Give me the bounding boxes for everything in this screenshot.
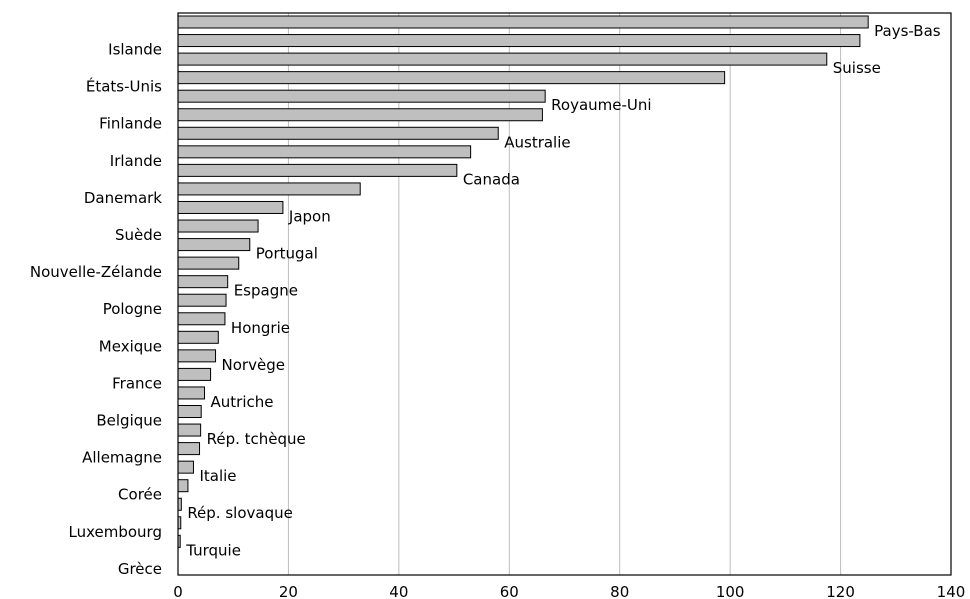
bar bbox=[177, 293, 227, 307]
x-tick-label: 120 bbox=[826, 583, 855, 599]
bar bbox=[177, 200, 284, 214]
category-label: Suisse bbox=[833, 59, 881, 77]
bar bbox=[177, 219, 259, 233]
category-label: Allemagne bbox=[82, 449, 162, 467]
bar bbox=[177, 275, 229, 289]
bar bbox=[177, 108, 543, 122]
category-label: Rép. slovaque bbox=[187, 504, 293, 522]
bar bbox=[177, 52, 828, 66]
category-label: Nouvelle-Zélande bbox=[30, 263, 162, 281]
bar bbox=[177, 163, 458, 177]
x-tick-label: 0 bbox=[173, 583, 183, 599]
bar bbox=[177, 479, 189, 493]
category-label: Royaume-Uni bbox=[551, 96, 651, 114]
category-label: Turquie bbox=[185, 541, 241, 559]
bar bbox=[177, 386, 206, 400]
category-label: Norvège bbox=[222, 356, 285, 374]
bar bbox=[177, 238, 251, 252]
bar bbox=[177, 145, 472, 159]
bar bbox=[177, 442, 201, 456]
x-tick-label: 100 bbox=[716, 583, 745, 599]
x-tick-label: 80 bbox=[610, 583, 629, 599]
category-label: Belgique bbox=[96, 412, 162, 430]
category-label: Espagne bbox=[234, 282, 298, 300]
x-tick-label: 140 bbox=[937, 583, 966, 599]
x-axis-ticks: 0 20 40 60 80 100 120 140 bbox=[173, 583, 965, 599]
bar bbox=[177, 89, 546, 103]
bar bbox=[177, 367, 212, 381]
category-label: Irlande bbox=[110, 152, 162, 170]
category-label: Mexique bbox=[99, 337, 162, 355]
bar bbox=[177, 182, 361, 196]
category-label: Grèce bbox=[118, 560, 162, 578]
category-label: États-Unis bbox=[86, 77, 162, 96]
bar bbox=[177, 15, 869, 29]
category-label: Hongrie bbox=[231, 319, 290, 337]
bar bbox=[177, 256, 240, 270]
bar bbox=[177, 126, 499, 140]
x-tick-label: 40 bbox=[389, 583, 408, 599]
category-label: Canada bbox=[463, 170, 520, 188]
bar bbox=[177, 312, 226, 326]
category-label: Italie bbox=[199, 467, 236, 485]
category-label: Suède bbox=[115, 226, 162, 244]
x-tick-label: 20 bbox=[279, 583, 298, 599]
bar bbox=[177, 460, 194, 474]
category-label: Rép. tchèque bbox=[207, 430, 306, 448]
category-label: Danemark bbox=[84, 189, 162, 207]
category-label: Pologne bbox=[103, 300, 162, 318]
plot-frame bbox=[177, 12, 952, 576]
category-label: Autriche bbox=[211, 393, 274, 411]
category-labels: Pays-Bas Islande Suisse États-Unis Royaume-U… bbox=[30, 22, 941, 578]
category-label: Finlande bbox=[99, 115, 162, 133]
category-label: Corée bbox=[118, 486, 162, 504]
category-label: France bbox=[112, 374, 162, 392]
bar bbox=[177, 71, 726, 85]
bar bbox=[177, 330, 219, 344]
bar bbox=[177, 349, 217, 363]
grid-lines bbox=[287, 13, 842, 575]
category-label: Islande bbox=[108, 41, 162, 59]
category-label: Luxembourg bbox=[69, 523, 163, 541]
category-label: Portugal bbox=[256, 245, 318, 263]
category-label: Australie bbox=[504, 133, 570, 151]
bar bbox=[177, 423, 202, 437]
bar bbox=[177, 405, 202, 419]
bar bbox=[177, 34, 861, 48]
category-label: Japon bbox=[288, 207, 331, 225]
x-tick-label: 60 bbox=[500, 583, 519, 599]
category-label: Pays-Bas bbox=[874, 22, 941, 40]
